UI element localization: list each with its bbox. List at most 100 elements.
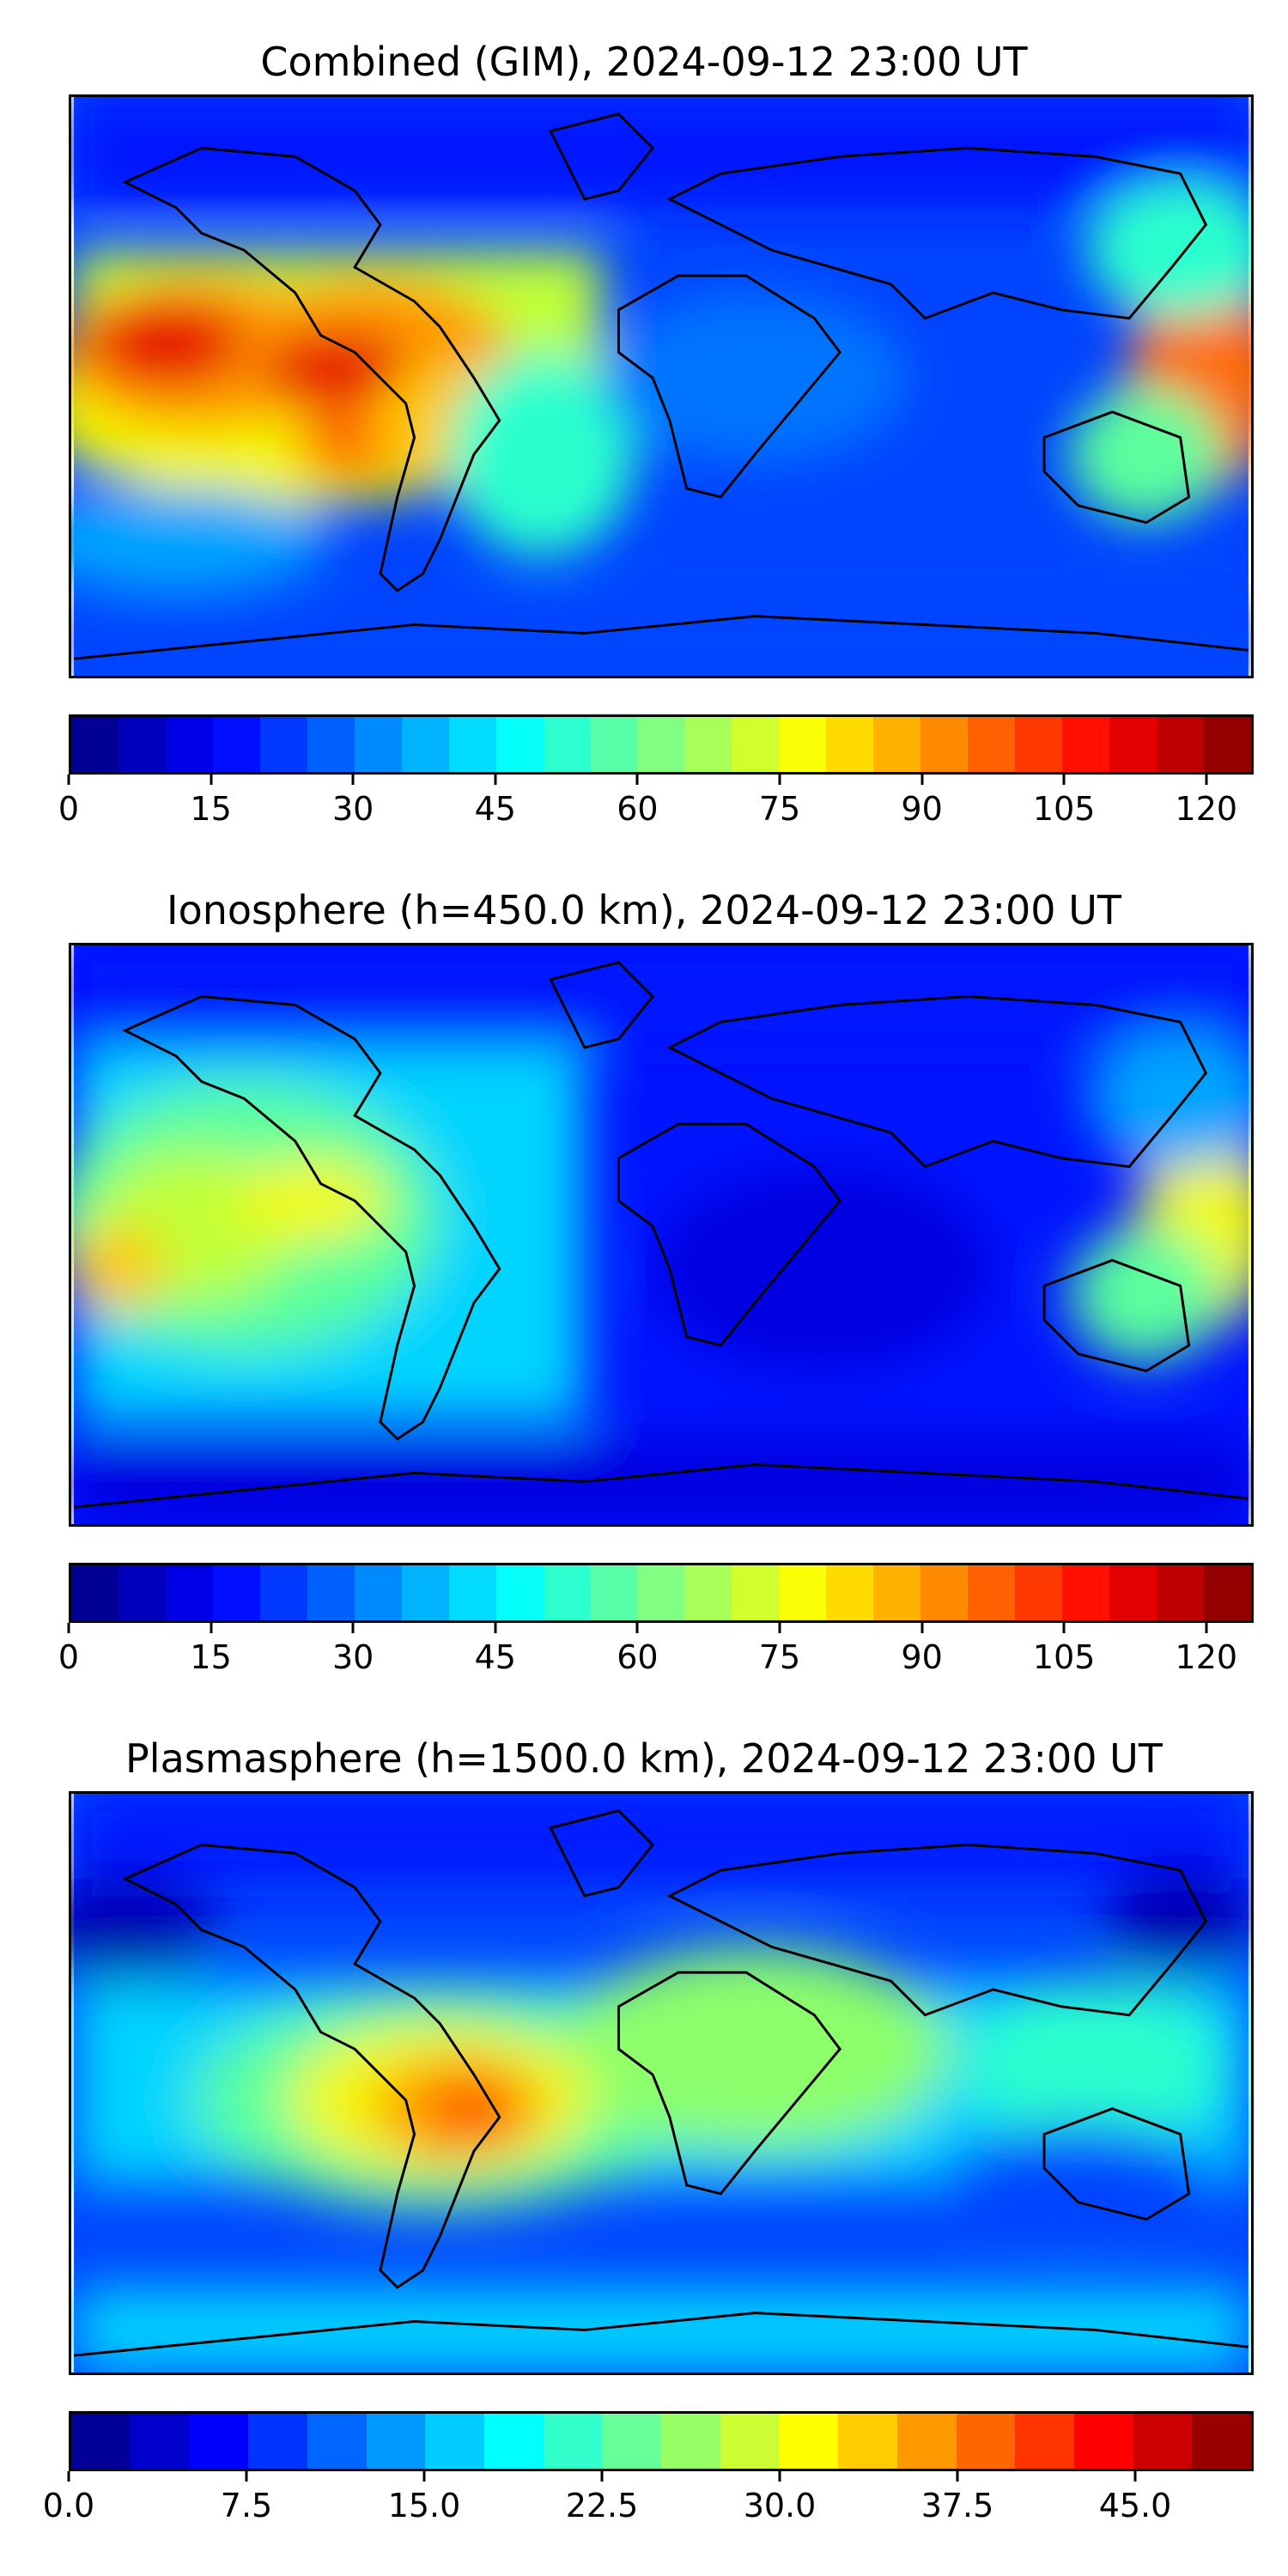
- panel-3-title: Plasmasphere (h=1500.0 km), 2024-09-12 2…: [125, 1735, 1163, 1782]
- colorbar-segment: [165, 717, 213, 772]
- colorbar-segment: [1192, 2414, 1252, 2469]
- colorbar-segment: [307, 2414, 367, 2469]
- colorbar-segment: [1133, 2414, 1193, 2469]
- colorbar-tick-mark: [1062, 1623, 1066, 1633]
- colorbar-segment: [873, 1565, 921, 1620]
- colorbar-tick-label: 45.0: [1098, 2487, 1172, 2524]
- colorbar-segment: [354, 717, 402, 772]
- colorbar-segment: [248, 2414, 307, 2469]
- colorbar-segment: [448, 1565, 496, 1620]
- colorbar-segment: [637, 1565, 685, 1620]
- panel-2-map: [69, 943, 1254, 1527]
- colorbar-segment: [637, 717, 685, 772]
- colorbar-segment: [1015, 1565, 1063, 1620]
- colorbar-tick-mark: [67, 775, 70, 785]
- colorbar-tick-mark: [1133, 2471, 1137, 2482]
- colorbar-segment: [543, 717, 591, 772]
- colorbar-tick-label: 75: [758, 790, 801, 828]
- colorbar-tick-mark: [351, 1623, 355, 1633]
- colorbar-segment: [920, 717, 969, 772]
- colorbar-tick-mark: [422, 2471, 426, 2482]
- colorbar-segment: [956, 2414, 1016, 2469]
- colorbar-segment: [495, 1565, 544, 1620]
- colorbar-tick-mark: [494, 1623, 497, 1633]
- colorbar-segment: [732, 1565, 780, 1620]
- colorbar-segment: [307, 1565, 355, 1620]
- colorbar-tick-label: 22.5: [565, 2487, 639, 2524]
- panel-1-map: [69, 94, 1254, 678]
- colorbar-segment: [71, 717, 118, 772]
- colorbar-tick-mark: [1062, 775, 1066, 785]
- colorbar-segment: [590, 1565, 638, 1620]
- colorbar-segment: [1073, 2414, 1133, 2469]
- colorbar-tick-label: 15.0: [387, 2487, 461, 2524]
- colorbar-tick-mark: [920, 775, 924, 785]
- colorbar-segment: [354, 1565, 402, 1620]
- colorbar-tick-label: 105: [1032, 1638, 1096, 1676]
- colorbar-segment: [590, 717, 638, 772]
- panel-2-colorbar: [69, 1563, 1254, 1623]
- colorbar-tick-label: 37.5: [920, 2487, 994, 2524]
- colorbar-tick-mark: [778, 775, 781, 785]
- colorbar-segment: [1062, 717, 1109, 772]
- colorbar-segment: [779, 717, 827, 772]
- colorbar-segment: [401, 1565, 449, 1620]
- colorbar-segment: [366, 2414, 426, 2469]
- colorbar-tick-label: 120: [1175, 790, 1238, 828]
- colorbar-segment: [483, 2414, 544, 2469]
- colorbar-segment: [189, 2414, 249, 2469]
- colorbar-segment: [259, 717, 307, 772]
- colorbar-segment: [448, 717, 496, 772]
- colorbar-segment: [732, 717, 780, 772]
- colorbar-segment: [1109, 1565, 1157, 1620]
- colorbar-segment: [495, 717, 544, 772]
- colorbar-segment: [779, 1565, 827, 1620]
- colorbar-segment: [259, 1565, 307, 1620]
- colorbar-segment: [130, 2414, 190, 2469]
- panel-3-colorbar-ticks: 0.0 7.5 15.0 22.5 30.0 37.5 45.0: [43, 2471, 1254, 2531]
- colorbar-tick-mark: [1205, 1623, 1208, 1633]
- panel-1-colorbar-ticks: 0 15 30 45 60 75 90 105 120: [58, 775, 1254, 835]
- panel-3-colorbar: [69, 2411, 1254, 2471]
- colorbar-segment: [212, 717, 260, 772]
- colorbar-segment: [779, 2414, 839, 2469]
- colorbar-tick-label: 15: [190, 1638, 232, 1676]
- colorbar-segment: [1156, 1565, 1204, 1620]
- colorbar-segment: [543, 2414, 603, 2469]
- colorbar-tick-mark: [210, 775, 213, 785]
- colorbar-tick-label: 45: [474, 1638, 516, 1676]
- colorbar-tick-label: 45: [474, 790, 516, 828]
- colorbar-segment: [118, 1565, 166, 1620]
- colorbar-segment: [602, 2414, 662, 2469]
- colorbar-tick-mark: [635, 1623, 639, 1633]
- colorbar-tick-mark: [351, 775, 355, 785]
- colorbar-segment: [826, 1565, 874, 1620]
- panel-1-title: Combined (GIM), 2024-09-12 23:00 UT: [260, 39, 1028, 85]
- colorbar-tick-mark: [635, 775, 639, 785]
- colorbar-segment: [1203, 1565, 1251, 1620]
- colorbar-segment: [1156, 717, 1204, 772]
- colorbar-tick-label: 15: [190, 790, 232, 828]
- colorbar-tick-mark: [245, 2471, 248, 2482]
- colorbar-tick-label: 120: [1175, 1638, 1238, 1676]
- colorbar-tick-mark: [67, 1623, 70, 1633]
- colorbar-segment: [1015, 717, 1063, 772]
- colorbar-segment: [920, 1565, 969, 1620]
- colorbar-tick-label: 30: [332, 790, 374, 828]
- colorbar-tick-mark: [600, 2471, 604, 2482]
- colorbar-segment: [425, 2414, 484, 2469]
- colorbar-segment: [1109, 717, 1157, 772]
- panel-3-map: [69, 1791, 1254, 2375]
- colorbar-segment: [684, 1565, 732, 1620]
- colorbar-segment: [212, 1565, 260, 1620]
- colorbar-segment: [71, 2414, 131, 2469]
- colorbar-tick-label: 90: [901, 1638, 943, 1676]
- colorbar-segment: [165, 1565, 213, 1620]
- colorbar-segment: [968, 1565, 1016, 1620]
- colorbar-segment: [826, 717, 874, 772]
- colorbar-segment: [1015, 2414, 1074, 2469]
- colorbar-segment: [401, 717, 449, 772]
- colorbar-tick-mark: [210, 1623, 213, 1633]
- colorbar-tick-label: 60: [617, 790, 659, 828]
- colorbar-segment: [684, 717, 732, 772]
